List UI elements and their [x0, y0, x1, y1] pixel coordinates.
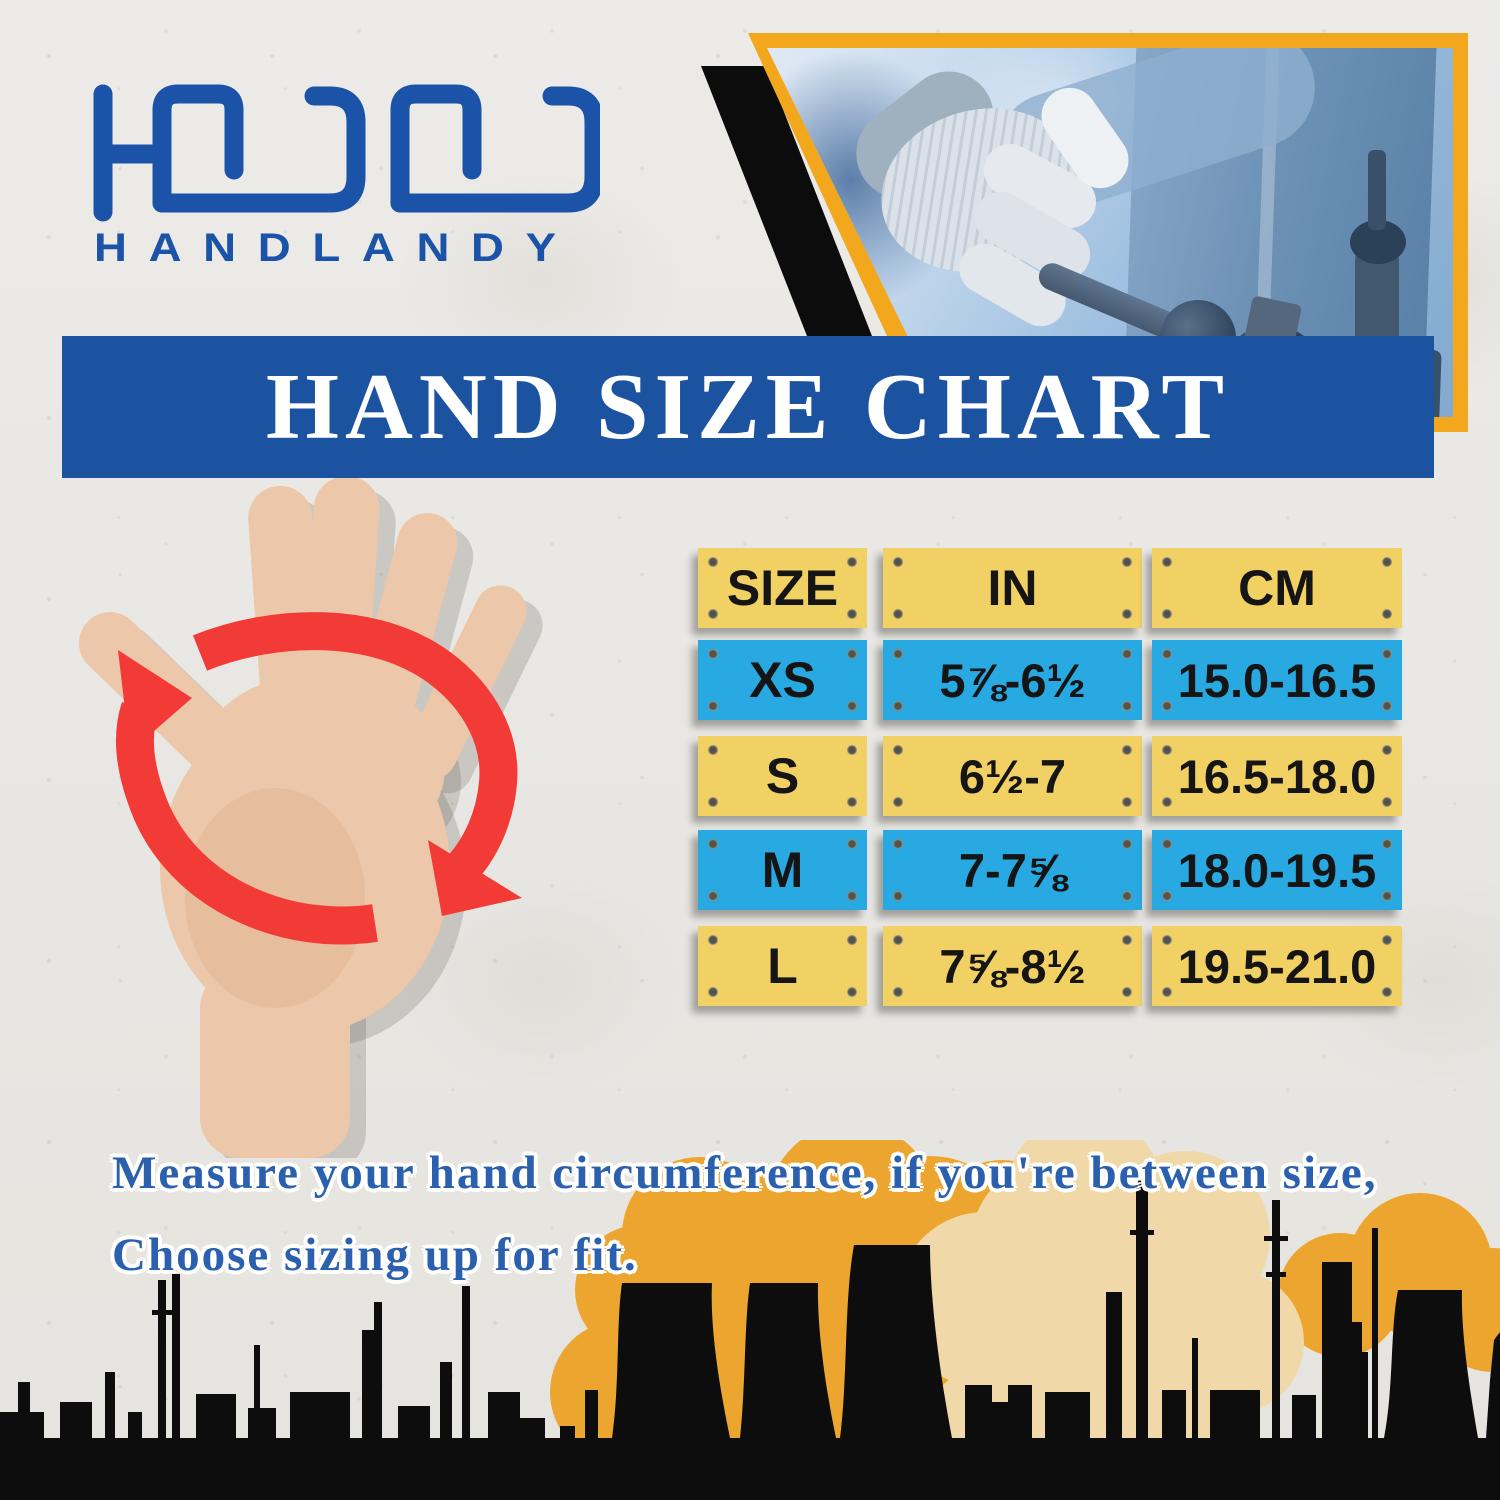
- cell-in: 7-7⅝: [883, 830, 1142, 910]
- cell-in: 5⅞-6½: [883, 640, 1142, 720]
- cell-size: M: [698, 830, 867, 910]
- cell-cm: 16.5-18.0: [1152, 736, 1402, 816]
- arrowhead-down-right-icon: [428, 840, 522, 916]
- cell-size: L: [698, 926, 867, 1006]
- title-banner: HAND SIZE CHART: [62, 336, 1434, 478]
- page-title: HAND SIZE CHART: [265, 355, 1231, 459]
- note-line-1: Measure your hand circumference, if you'…: [112, 1147, 1378, 1199]
- cell-cm: 15.0-16.5: [1152, 640, 1402, 720]
- cell-cm: 19.5-21.0: [1152, 926, 1402, 1006]
- industrial-skyline: [0, 1140, 1500, 1500]
- cell-size: XS: [698, 640, 867, 720]
- cell-size: S: [698, 736, 867, 816]
- skyline-silhouette: [0, 1180, 1500, 1500]
- cell-in: 7⅝-8½: [883, 926, 1142, 1006]
- rotation-arrow-icon: [192, 612, 518, 887]
- column-header-cm: CM: [1152, 548, 1402, 628]
- cell-in: 6½-7: [883, 736, 1142, 816]
- cell-cm: 18.0-19.5: [1152, 830, 1402, 910]
- note-line-2: Choose sizing up for fit.: [112, 1229, 638, 1281]
- column-header-size: SIZE: [698, 548, 867, 628]
- machine-stem: [1368, 150, 1386, 230]
- hand-measure-illustration: [66, 473, 552, 1158]
- brand-name: HANDLANDY: [94, 226, 578, 270]
- arrowhead-up-left-icon: [118, 650, 192, 752]
- handlandy-logo-icon: [93, 84, 600, 222]
- column-header-in: IN: [883, 548, 1142, 628]
